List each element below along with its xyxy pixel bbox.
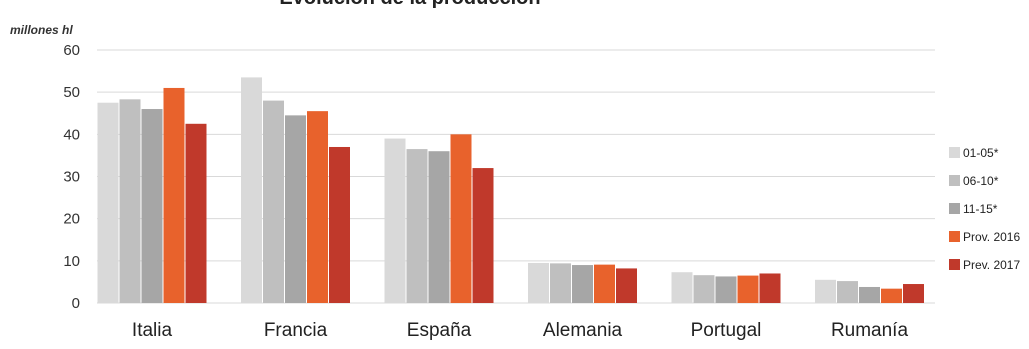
bar-alemania-0 xyxy=(528,262,549,303)
bar-rumanía-1 xyxy=(837,281,858,303)
legend-label: 11-15* xyxy=(963,202,998,216)
bar-alemania-4 xyxy=(616,268,637,303)
bar-portugal-1 xyxy=(693,275,715,303)
x-axis-ticks: Italia Francia España Alemania Portugal Ruman… xyxy=(132,320,909,341)
bar-españa-2 xyxy=(428,151,450,303)
bar-españa-1 xyxy=(406,149,428,303)
bar-italia-0 xyxy=(97,102,119,303)
legend-label: 01-05* xyxy=(963,146,999,160)
y-tick-label: 50 xyxy=(63,84,80,101)
y-axis-ticks: 0 10 20 30 40 50 60 xyxy=(63,42,80,312)
bar-italia-2 xyxy=(141,109,163,304)
legend-label: Prev. 2017 xyxy=(963,258,1020,272)
x-tick-label: Italia xyxy=(132,320,173,341)
y-tick-label: 0 xyxy=(72,295,80,312)
bar-francia-1 xyxy=(263,100,284,303)
legend-swatch xyxy=(949,203,960,214)
x-tick-label: Rumanía xyxy=(831,320,909,341)
bar-portugal-4 xyxy=(759,273,781,303)
x-tick-label: Portugal xyxy=(691,320,762,341)
legend-swatch xyxy=(949,175,960,186)
legend-label: Prov. 2016 xyxy=(963,230,1020,244)
bar-francia-2 xyxy=(285,115,306,303)
y-tick-label: 30 xyxy=(63,169,80,186)
bar-francia-3 xyxy=(307,111,328,304)
bar-españa-4 xyxy=(472,168,494,303)
bar-españa-0 xyxy=(384,138,406,303)
legend-swatch xyxy=(949,231,960,242)
legend-swatch xyxy=(949,259,960,270)
x-tick-label: Francia xyxy=(264,320,328,341)
bars xyxy=(97,77,924,304)
bar-alemania-2 xyxy=(572,265,593,303)
y-tick-label: 40 xyxy=(63,126,80,143)
chart-title: Evolución de la producción xyxy=(279,0,540,9)
y-tick-label: 20 xyxy=(63,211,80,228)
bar-españa-3 xyxy=(450,134,472,303)
bar-italia-4 xyxy=(185,123,207,304)
legend-swatch xyxy=(949,147,960,158)
bar-italia-1 xyxy=(119,99,141,304)
bar-portugal-3 xyxy=(737,275,759,303)
bar-rumanía-3 xyxy=(881,288,902,303)
y-tick-label: 60 xyxy=(63,42,80,59)
legend: 01-05* 06-10* 11-15* Prov. 2016 Prev. 2017 xyxy=(949,146,1020,272)
bar-francia-0 xyxy=(241,77,262,304)
bar-italia-3 xyxy=(163,87,185,303)
x-tick-label: Alemania xyxy=(543,320,623,341)
bar-rumanía-0 xyxy=(815,279,836,303)
bar-francia-4 xyxy=(329,146,350,303)
x-tick-label: España xyxy=(407,320,472,341)
bar-rumanía-2 xyxy=(859,286,880,303)
y-axis-unit-label: millones hl xyxy=(10,23,73,37)
bar-alemania-3 xyxy=(594,264,615,303)
y-tick-label: 10 xyxy=(63,253,80,270)
legend-label: 06-10* xyxy=(963,174,999,188)
bar-rumanía-4 xyxy=(903,284,924,303)
gridlines xyxy=(97,49,935,304)
bar-portugal-2 xyxy=(715,276,737,303)
bar-portugal-0 xyxy=(671,272,693,303)
bar-alemania-1 xyxy=(550,263,571,303)
